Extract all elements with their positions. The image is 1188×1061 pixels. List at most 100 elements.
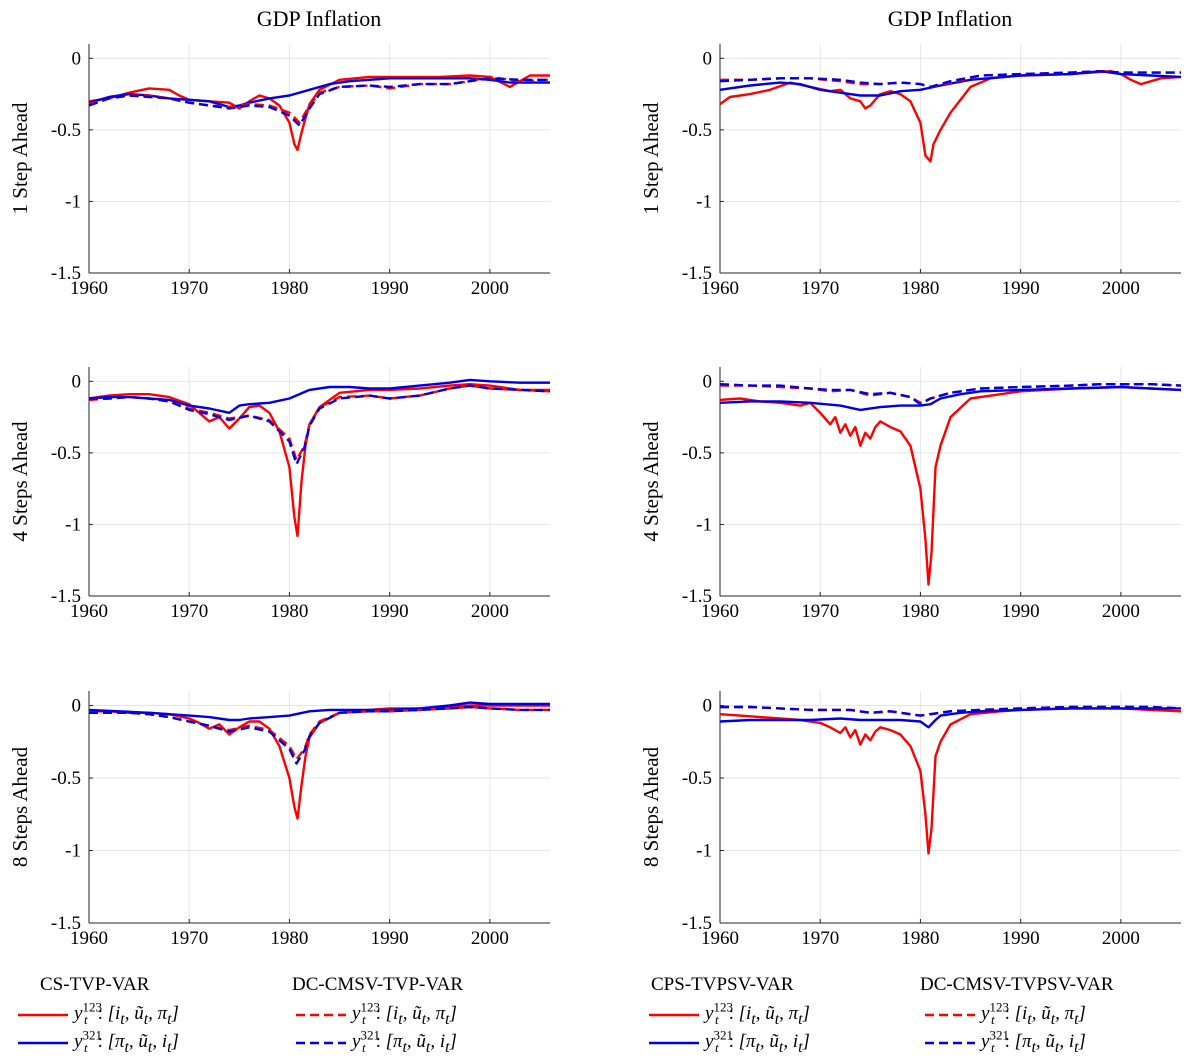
column-title-left: GDP Inflation: [256, 6, 382, 31]
y-tick-label: 0: [703, 371, 713, 392]
y-tick-label: -0.5: [51, 120, 81, 141]
x-tick-label: 1990: [371, 601, 409, 622]
x-tick-label: 2000: [1102, 601, 1140, 622]
x-tick-label: 1960: [70, 928, 108, 949]
series-line-red-solid: [719, 385, 1182, 586]
x-tick-label: 1980: [270, 278, 308, 299]
legend-title: DC-CMSV-TVPSV-VAR: [920, 974, 1114, 995]
chart-panel-5: 1960 1970 1980 1990 2000 0 -0.5 -1 -1.5 8 Steps A…: [8, 691, 550, 949]
x-tick-label: 1960: [70, 278, 108, 299]
y-tick-label: -1.5: [682, 586, 712, 607]
series-line-red-dashed: [88, 75, 551, 124]
x-tick-label: 1970: [801, 278, 839, 299]
series-line-red-dashed: [88, 384, 551, 462]
legend-swatch: [925, 1013, 975, 1016]
series-line-red-solid: [719, 707, 1182, 855]
legend-swatch: [296, 1041, 346, 1044]
y-tick-label: -1: [65, 514, 81, 535]
y-axis-label: 8 Steps Ahead: [639, 746, 663, 867]
x-tick-label: 1980: [270, 601, 308, 622]
y-tick-label: -0.5: [51, 443, 81, 464]
y-tick-label: -0.5: [51, 768, 81, 789]
y-tick-label: -0.5: [682, 768, 712, 789]
y-tick-label: -1.5: [51, 263, 81, 284]
legend-entry: y321t: [πt, ũt, it]: [18, 1028, 179, 1057]
x-tick-label: 1990: [371, 278, 409, 299]
legend-entry-label: y321t: [πt, ũt, it]: [981, 1028, 1086, 1057]
legend-swatch: [18, 1013, 68, 1016]
legend-title: DC-CMSV-TVP-VAR: [292, 974, 464, 995]
y-tick-label: 0: [72, 371, 82, 392]
series-line-blue-dashed: [720, 705, 1182, 717]
series-line-blue-dashed: [719, 69, 1181, 89]
legend-swatch: [925, 1041, 975, 1044]
chart-panel-2: 1960 1970 1980 1990 2000 0 -0.5 -1 -1.5 1 Step Ah…: [639, 44, 1182, 299]
legend-entry: y321t: [πt, ũt, it]: [925, 1028, 1086, 1057]
y-tick-label: -1: [65, 841, 81, 862]
series-line-blue-solid: [719, 707, 1181, 729]
legend-entry-label: y123t: [it, ũt, πt]: [705, 1000, 810, 1029]
y-tick-label: -0.5: [682, 443, 712, 464]
legend-entry: y321t: [πt, ũt, it]: [296, 1028, 457, 1057]
x-tick-label: 1980: [901, 601, 939, 622]
x-tick-label: 1990: [1002, 601, 1040, 622]
legend-entry: y123t: [it, ũt, πt]: [296, 1000, 457, 1029]
x-tick-label: 2000: [471, 928, 509, 949]
x-tick-label: 1970: [170, 601, 208, 622]
legend-entry-label: y321t: [πt, ũt, it]: [352, 1028, 457, 1057]
legend-swatch: [649, 1041, 699, 1044]
x-tick-label: 1980: [901, 928, 939, 949]
x-tick-label: 2000: [471, 601, 509, 622]
legend-entry: y123t: [it, ũt, πt]: [649, 1000, 810, 1029]
series-line-blue-dashed: [89, 705, 550, 765]
y-tick-label: 0: [703, 48, 713, 69]
chart-panel-6: 1960 1970 1980 1990 2000 0 -0.5 -1 -1.5 8 Steps A…: [639, 691, 1182, 949]
x-tick-label: 1960: [70, 601, 108, 622]
series-line-blue-solid: [719, 385, 1182, 412]
x-tick-label: 2000: [471, 278, 509, 299]
legend-entry-label: y123t: [it, ũt, πt]: [352, 1000, 457, 1029]
legend-swatch: [18, 1041, 68, 1044]
legend-swatch: [296, 1013, 346, 1016]
x-tick-label: 1960: [701, 278, 739, 299]
series-line-blue-solid: [88, 701, 550, 722]
x-tick-label: 1970: [801, 601, 839, 622]
x-tick-label: 1960: [701, 928, 739, 949]
legend-entry-label: y123t: [it, ũt, πt]: [981, 1000, 1086, 1029]
column-title-right: GDP Inflation: [887, 6, 1013, 31]
series-line-red-solid: [88, 383, 550, 538]
x-tick-label: 1970: [170, 278, 208, 299]
legend-entry: y321t: [πt, ũt, it]: [649, 1028, 810, 1057]
y-axis-label: 4 Steps Ahead: [8, 421, 32, 542]
x-tick-label: 1980: [270, 928, 308, 949]
legend-entry-label: y321t: [πt, ũt, it]: [705, 1028, 810, 1057]
x-tick-label: 1960: [701, 601, 739, 622]
x-tick-label: 2000: [1102, 278, 1140, 299]
legend-swatch: [649, 1013, 699, 1016]
x-tick-label: 1990: [1002, 928, 1040, 949]
y-tick-label: -1.5: [682, 263, 712, 284]
legend-entry-label: y123t: [it, ũt, πt]: [74, 1000, 179, 1029]
series-line-blue-dashed: [89, 384, 551, 466]
y-tick-label: -1.5: [682, 913, 712, 934]
y-tick-label: 0: [703, 696, 713, 717]
series-line-red-solid: [88, 74, 550, 152]
chart-panel-4: 1960 1970 1980 1990 2000 0 -0.5 -1 -1.5 4 Steps A…: [639, 367, 1182, 622]
y-axis-label: 1 Step Ahead: [8, 102, 32, 214]
y-tick-label: -1: [696, 191, 712, 212]
legend-title: CS-TVP-VAR: [40, 974, 150, 995]
legend-entry: y123t: [it, ũt, πt]: [925, 1000, 1086, 1029]
legend-entry-label: y321t: [πt, ũt, it]: [74, 1028, 179, 1057]
x-tick-label: 1970: [801, 928, 839, 949]
y-axis-label: 4 Steps Ahead: [639, 421, 663, 542]
chart-panel-1: 1960 1970 1980 1990 2000 0 -0.5 -1 -1.5 1 Step Ah…: [8, 44, 551, 299]
x-tick-label: 1980: [901, 278, 939, 299]
x-tick-label: 1970: [170, 928, 208, 949]
chart-panel-3: 1960 1970 1980 1990 2000 0 -0.5 -1 -1.5 4 Steps A…: [8, 367, 551, 622]
legend-title: CPS-TVPSV-VAR: [651, 974, 794, 995]
series-line-blue-dashed: [719, 383, 1182, 406]
series-line-blue-dashed: [88, 77, 550, 127]
x-tick-label: 1990: [371, 928, 409, 949]
y-axis-label: 1 Step Ahead: [639, 102, 663, 214]
